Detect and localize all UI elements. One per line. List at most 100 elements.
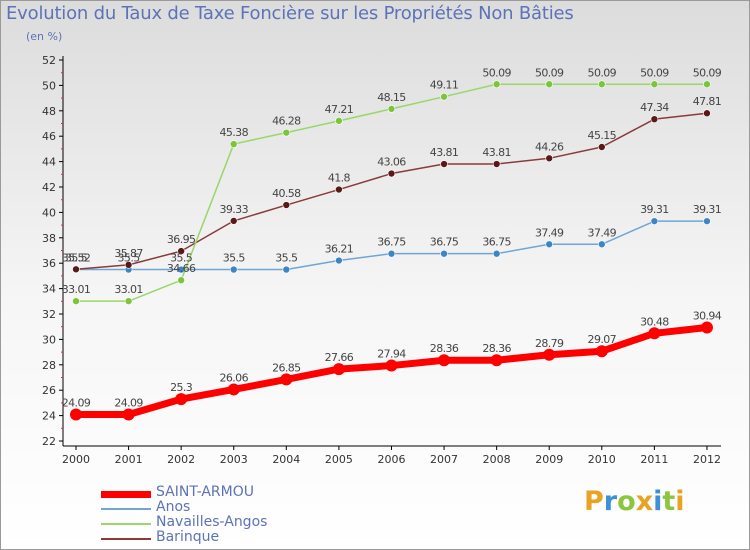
x-tick-label: 2007 — [430, 453, 458, 466]
data-label: 47.21 — [325, 103, 354, 116]
x-tick-label: 2010 — [588, 453, 616, 466]
data-point — [650, 80, 659, 89]
data-label: 30.94 — [693, 309, 722, 322]
data-label: 36.75 — [377, 236, 406, 249]
legend-label: Anos — [156, 499, 191, 515]
y-tick-label: 42 — [42, 181, 56, 194]
data-label: 35.5 — [170, 252, 193, 265]
y-tick-label: 22 — [42, 435, 56, 448]
data-point — [492, 80, 501, 89]
data-label: 40.58 — [272, 187, 301, 200]
data-label: 24.09 — [114, 396, 143, 409]
y-tick-label: 38 — [42, 232, 56, 245]
data-point — [335, 117, 343, 125]
logo-letter: r — [603, 486, 618, 517]
data-label: 44.26 — [535, 140, 564, 153]
chart-subtitle: (en %) — [26, 30, 63, 43]
data-label: 39.31 — [693, 203, 722, 216]
data-point — [177, 247, 185, 255]
y-tick-label: 28 — [42, 359, 56, 372]
legend-label: SAINT-ARMOU — [156, 484, 254, 500]
data-point — [387, 249, 396, 258]
x-tick-label: 2003 — [220, 453, 248, 466]
data-point — [282, 265, 291, 274]
data-point — [440, 92, 448, 101]
data-point — [703, 80, 711, 89]
data-point — [597, 80, 606, 89]
logo-letter: P — [584, 486, 604, 517]
data-point — [282, 201, 291, 209]
y-tick-label: 24 — [42, 410, 56, 423]
data-label: 35.5 — [223, 252, 246, 265]
x-tick-label: 2011 — [640, 453, 668, 466]
data-label: 50.09 — [640, 66, 669, 79]
x-tick-label: 2008 — [483, 453, 511, 466]
data-point — [650, 115, 659, 123]
x-tick-label: 2004 — [272, 453, 300, 466]
legend-item: Anos — [101, 499, 341, 516]
y-tick-label: 34 — [42, 283, 56, 296]
legend: SAINT-ARMOU Anos Navailles-Angos Barinque — [101, 484, 341, 546]
data-label: 24.09 — [62, 396, 91, 409]
data-point — [440, 249, 448, 258]
legend-swatch — [101, 523, 151, 525]
data-label: 36.95 — [167, 233, 196, 246]
data-label: 48.15 — [377, 91, 406, 104]
data-label: 41.8 — [328, 172, 351, 185]
data-label: 28.36 — [482, 342, 511, 355]
data-label: 43.81 — [430, 146, 459, 159]
data-label: 26.85 — [272, 361, 301, 374]
y-tick-label: 30 — [42, 333, 56, 346]
y-tick-label: 36 — [42, 257, 56, 270]
data-point — [703, 217, 711, 225]
data-point — [335, 185, 343, 194]
data-label: 46.28 — [272, 115, 301, 128]
data-point — [703, 109, 711, 118]
logo-letter: x — [635, 486, 654, 517]
data-point — [597, 240, 606, 249]
data-point — [543, 348, 556, 361]
data-point — [175, 393, 188, 406]
data-label: 36.21 — [325, 243, 354, 256]
data-label: 27.66 — [325, 351, 354, 364]
data-label: 36.75 — [430, 236, 459, 249]
data-point — [229, 265, 238, 274]
data-point — [332, 363, 345, 376]
y-tick-label: 50 — [42, 79, 56, 92]
data-label: 35.5 — [275, 252, 298, 265]
data-point — [650, 217, 659, 225]
data-point — [490, 354, 503, 367]
data-label: 33.01 — [114, 283, 143, 296]
data-label: 36.75 — [482, 236, 511, 249]
legend-swatch — [101, 538, 151, 540]
data-point — [70, 408, 82, 421]
data-label: 33.01 — [62, 283, 91, 296]
data-label: 35.87 — [114, 247, 143, 260]
x-tick-label: 2012 — [693, 453, 721, 466]
data-point — [229, 217, 238, 225]
legend-item: SAINT-ARMOU — [101, 484, 341, 501]
x-tick-label: 2006 — [377, 453, 405, 466]
data-label: 45.15 — [588, 129, 617, 142]
data-point — [229, 140, 238, 148]
data-label: 43.06 — [377, 156, 406, 169]
legend-swatch — [101, 508, 151, 510]
data-point — [492, 160, 501, 168]
y-tick-label: 32 — [42, 308, 56, 321]
data-point — [700, 321, 713, 334]
data-label: 35.52 — [62, 251, 91, 264]
data-label: 28.79 — [535, 337, 564, 350]
data-label: 30.48 — [640, 315, 669, 328]
legend-label: Navailles-Angos — [156, 514, 268, 530]
logo-letter: i — [653, 486, 663, 517]
data-point — [492, 249, 501, 258]
data-point — [72, 265, 80, 274]
chart-title: Evolution du Taux de Taxe Foncière sur l… — [6, 3, 574, 24]
y-tick-label: 40 — [42, 206, 56, 219]
data-label: 43.81 — [482, 146, 511, 159]
data-point — [335, 256, 343, 265]
logo-letter: o — [617, 486, 636, 517]
data-label: 25.3 — [170, 381, 193, 394]
y-tick-label: 46 — [42, 130, 56, 143]
